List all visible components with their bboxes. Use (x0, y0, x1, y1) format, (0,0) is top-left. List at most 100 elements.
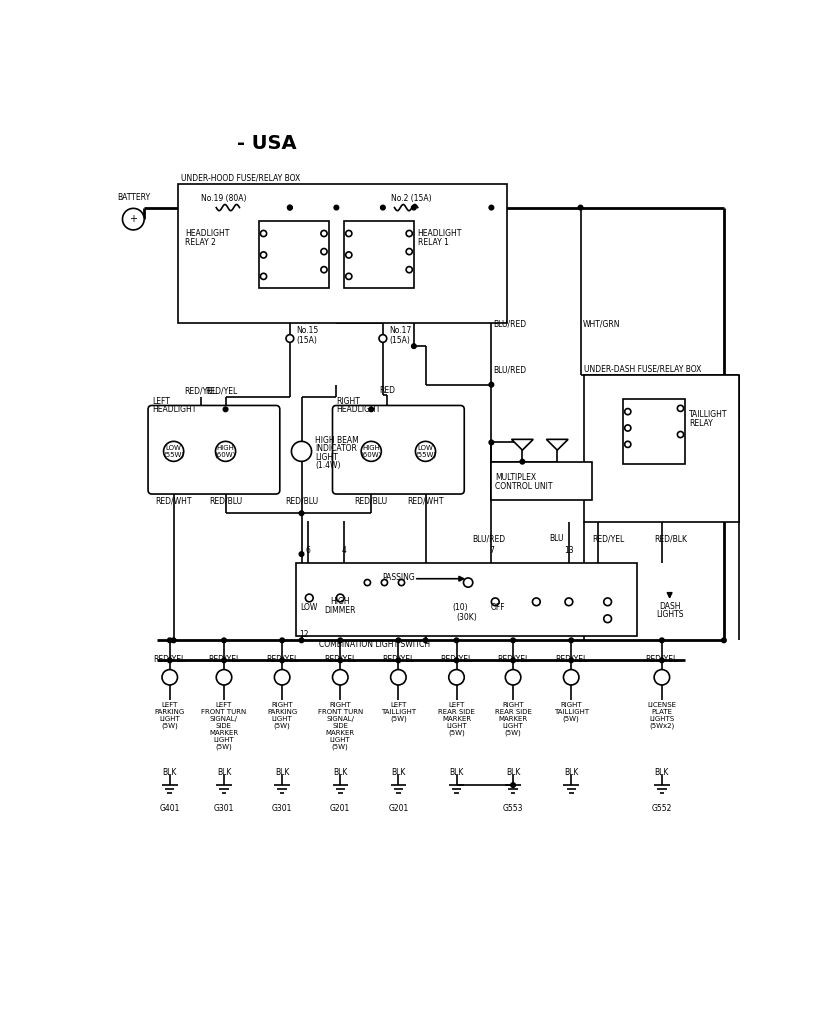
Text: RED/YEL: RED/YEL (324, 654, 356, 664)
Text: LIGHT: LIGHT (446, 723, 467, 729)
Circle shape (520, 460, 524, 464)
Text: +: + (130, 214, 137, 224)
Circle shape (346, 273, 352, 280)
Circle shape (346, 252, 352, 258)
Text: 7: 7 (489, 547, 494, 555)
Text: REAR SIDE: REAR SIDE (438, 709, 475, 715)
Text: RED/YEL: RED/YEL (208, 654, 240, 664)
Text: HIGH
(60W): HIGH (60W) (361, 444, 382, 458)
Circle shape (660, 658, 664, 663)
Text: PARKING: PARKING (267, 709, 297, 715)
Text: HEADLIGHT: HEADLIGHT (418, 229, 462, 239)
Text: (5W): (5W) (390, 716, 406, 722)
Text: RED/BLK: RED/BLK (654, 535, 687, 543)
Text: G553: G553 (503, 804, 524, 813)
Circle shape (721, 638, 726, 643)
Bar (623, 398, 685, 464)
Text: MARKER: MARKER (326, 730, 355, 735)
Text: BLU/RED: BLU/RED (494, 366, 527, 375)
Text: PLATE: PLATE (652, 709, 672, 715)
Text: FRONT TURN: FRONT TURN (201, 709, 247, 715)
Circle shape (455, 658, 459, 663)
Text: No.2 (15A): No.2 (15A) (391, 194, 431, 203)
FancyBboxPatch shape (332, 406, 465, 494)
Text: (5Wx2): (5Wx2) (649, 723, 675, 729)
Text: 6: 6 (305, 547, 310, 555)
Text: PARKING: PARKING (155, 709, 184, 715)
Circle shape (406, 249, 412, 255)
Circle shape (346, 230, 352, 237)
Circle shape (511, 658, 515, 663)
Text: LOW: LOW (301, 603, 318, 612)
Circle shape (464, 578, 473, 587)
Circle shape (280, 658, 284, 663)
Text: 12: 12 (299, 631, 308, 639)
Text: UNDER-DASH FUSE/RELAY BOX: UNDER-DASH FUSE/RELAY BOX (584, 365, 701, 373)
Circle shape (489, 440, 494, 444)
Text: BLU/RED: BLU/RED (494, 319, 527, 329)
Text: G201: G201 (388, 804, 409, 813)
Circle shape (578, 205, 583, 210)
Circle shape (332, 670, 348, 685)
Circle shape (416, 441, 435, 462)
Circle shape (398, 580, 405, 586)
Text: BLK: BLK (391, 768, 406, 777)
Bar (296, 563, 637, 637)
Text: HIGH: HIGH (331, 597, 350, 606)
Text: RELAY: RELAY (689, 420, 713, 428)
Text: No.19 (80A): No.19 (80A) (201, 194, 246, 203)
Text: HEADLIGHT: HEADLIGHT (337, 404, 381, 414)
Text: LIGHTS: LIGHTS (649, 716, 675, 722)
Circle shape (286, 335, 293, 342)
Circle shape (369, 407, 374, 412)
Text: (5W): (5W) (563, 716, 579, 722)
Circle shape (406, 266, 412, 272)
Circle shape (305, 594, 313, 602)
Text: (5W): (5W) (215, 743, 233, 750)
Text: LEFT: LEFT (216, 701, 232, 708)
Text: RED/YEL: RED/YEL (266, 654, 298, 664)
Bar (491, 462, 593, 500)
Text: BLK: BLK (163, 768, 177, 777)
Circle shape (569, 658, 573, 663)
Text: TAILLIGHT: TAILLIGHT (553, 709, 588, 715)
Text: TAILLIGHT: TAILLIGHT (689, 410, 727, 419)
Bar (259, 221, 328, 289)
Bar (178, 184, 507, 324)
Text: HEADLIGHT: HEADLIGHT (185, 229, 229, 239)
Circle shape (381, 580, 387, 586)
Circle shape (122, 208, 144, 230)
Text: RED/YEL: RED/YEL (646, 654, 678, 664)
Text: RED/YEL: RED/YEL (555, 654, 588, 664)
Text: BLK: BLK (564, 768, 578, 777)
Text: OFF: OFF (490, 603, 505, 612)
Text: INDICATOR: INDICATOR (316, 444, 357, 454)
Polygon shape (512, 439, 534, 451)
Circle shape (625, 425, 631, 431)
Text: RED/YEL: RED/YEL (440, 654, 473, 664)
Text: RED/BLU: RED/BLU (209, 497, 242, 505)
Circle shape (171, 638, 176, 643)
Text: SIDE: SIDE (216, 723, 232, 729)
Circle shape (505, 670, 521, 685)
Text: RED/YEL: RED/YEL (382, 654, 415, 664)
Text: RED: RED (379, 386, 395, 395)
Polygon shape (547, 439, 568, 451)
Text: RED/YEL: RED/YEL (593, 535, 624, 543)
Text: - USA: - USA (237, 134, 297, 154)
Circle shape (604, 614, 612, 623)
Text: (5W): (5W) (332, 743, 349, 750)
Circle shape (411, 344, 416, 348)
Circle shape (381, 205, 386, 210)
Text: RED/BLU: RED/BLU (355, 497, 388, 505)
Circle shape (364, 580, 371, 586)
Circle shape (391, 670, 406, 685)
Text: MULTIPLEX: MULTIPLEX (495, 473, 536, 482)
Text: G301: G301 (272, 804, 293, 813)
Text: RED/WHT: RED/WHT (407, 497, 444, 505)
Text: DASH: DASH (659, 602, 681, 611)
Circle shape (260, 273, 267, 280)
Circle shape (215, 441, 236, 462)
Text: (1.4W): (1.4W) (316, 462, 341, 470)
Circle shape (604, 598, 612, 605)
